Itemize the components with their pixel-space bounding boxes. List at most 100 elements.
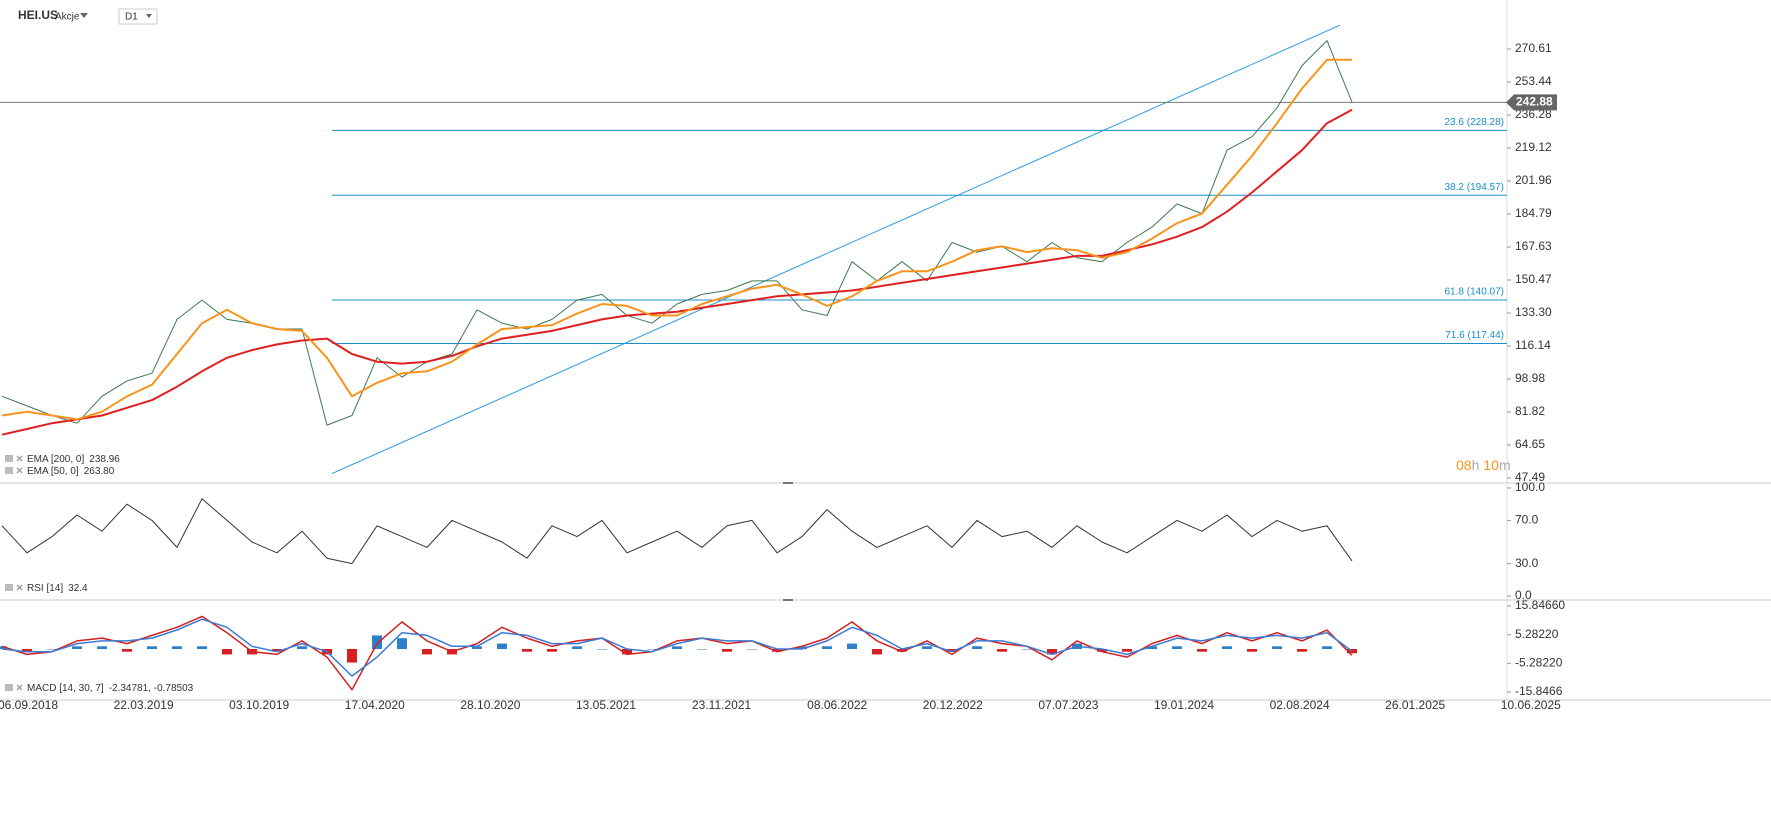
histogram-bar — [897, 648, 907, 652]
histogram-bar — [1222, 646, 1232, 649]
histogram-bar — [1172, 646, 1182, 649]
x-tick-label: 19.01.2024 — [1154, 698, 1214, 712]
market: Akcje — [55, 12, 80, 23]
legend-entry: EMA [200, 0] 238.96 — [27, 454, 120, 465]
y-tick-label: 0.0 — [1515, 588, 1532, 602]
histogram-bar — [1322, 646, 1332, 649]
legend-value: 238.96 — [89, 454, 120, 465]
symbol[interactable]: HEI.US — [18, 8, 58, 22]
histogram-bar — [1272, 646, 1282, 649]
legend-entry: EMA [50, 0] 263.80 — [27, 466, 115, 477]
series-line — [1, 40, 1353, 426]
countdown-m: m — [1499, 457, 1511, 473]
legend-remove — [16, 584, 23, 591]
histogram-bar — [972, 646, 982, 649]
countdown-hours: 08 — [1456, 457, 1472, 473]
legend-entry: MACD [14, 30, 7] -2.34781, -0.78503 — [27, 683, 194, 694]
histogram-bar — [772, 648, 782, 652]
histogram-bar — [497, 643, 507, 649]
histogram-bar — [872, 648, 882, 655]
x-tick-label: 17.04.2020 — [345, 698, 405, 712]
histogram-bar — [922, 646, 932, 649]
legend-value: -2.34781, -0.78503 — [109, 683, 194, 694]
legend-icon — [5, 455, 13, 462]
interval-dropdown[interactable] — [146, 14, 152, 18]
histogram-bar — [622, 648, 632, 655]
y-tick-label: 98.98 — [1515, 371, 1545, 385]
interval-select[interactable] — [118, 8, 158, 25]
trend-line — [331, 24, 1341, 475]
legend-remove — [16, 467, 23, 474]
series-line — [1, 498, 1353, 565]
histogram-bar — [1047, 648, 1057, 655]
histogram-bar — [1147, 646, 1157, 649]
series-line — [1, 615, 1353, 691]
legend-remove — [16, 455, 23, 462]
histogram-bar — [47, 648, 57, 650]
histogram-bar — [522, 648, 532, 652]
histogram-bar — [597, 648, 607, 650]
countdown: 08h 10m — [1456, 457, 1511, 473]
y-tick-label: 70.0 — [1515, 513, 1539, 527]
fib-label: 23.6 (228.28) — [1445, 117, 1505, 128]
countdown-h: h — [1472, 457, 1480, 473]
y-tick-label: 64.65 — [1515, 437, 1545, 451]
current-price-tag — [1506, 94, 1557, 111]
y-tick-label: -5.28220 — [1515, 655, 1563, 669]
x-tick-label: 20.12.2022 — [923, 698, 983, 712]
y-tick-label: 5.28220 — [1515, 627, 1559, 641]
x-tick-label: 02.08.2024 — [1270, 698, 1330, 712]
histogram-bar — [697, 648, 707, 650]
y-tick-label: 150.47 — [1515, 272, 1552, 286]
histogram-bar — [72, 646, 82, 649]
x-tick-label: 13.05.2021 — [576, 698, 636, 712]
series-line — [1, 108, 1353, 436]
x-tick-label: 10.06.2025 — [1501, 698, 1561, 712]
y-tick-label: 270.61 — [1515, 41, 1552, 55]
y-tick-label: 236.28 — [1515, 107, 1552, 121]
legend-value: 32.4 — [68, 583, 88, 594]
y-tick-label: 30.0 — [1515, 556, 1539, 570]
histogram-bar — [197, 646, 207, 649]
x-tick-label: 22.03.2019 — [114, 698, 174, 712]
legend-name: EMA [50, 0] — [27, 466, 79, 477]
histogram-bar — [1347, 648, 1357, 654]
histogram-bar — [822, 646, 832, 649]
histogram-bar — [1122, 648, 1132, 652]
fib-label: 71.6 (117.44) — [1445, 330, 1504, 341]
histogram-bar — [747, 648, 757, 650]
legend-name: MACD [14, 30, 7] — [27, 683, 104, 694]
symbol-dropdown[interactable] — [80, 13, 88, 18]
histogram-bar — [297, 646, 307, 649]
x-tick-label: 06.09.2018 — [0, 698, 58, 712]
x-tick-label: 08.06.2022 — [807, 698, 867, 712]
histogram-bar — [122, 648, 132, 652]
histogram-bar — [372, 635, 382, 649]
y-tick-label: 219.12 — [1515, 140, 1552, 154]
histogram-bar — [722, 648, 732, 652]
interval: D1 — [125, 12, 138, 23]
current-price-label: 242.88 — [1516, 95, 1553, 109]
y-tick-label: 116.14 — [1515, 338, 1551, 352]
x-tick-label: 26.01.2025 — [1385, 698, 1445, 712]
histogram-bar — [347, 648, 357, 663]
y-tick-label: 100.0 — [1515, 480, 1545, 494]
histogram-bar — [22, 648, 32, 652]
legend-icon — [5, 584, 13, 591]
histogram-bar — [997, 648, 1007, 652]
histogram-bar — [97, 646, 107, 649]
x-tick-label: 23.11.2021 — [692, 698, 751, 712]
y-tick-label: 133.30 — [1515, 305, 1552, 319]
histogram-bar — [472, 646, 482, 649]
countdown-minutes: 10 — [1483, 457, 1499, 473]
y-tick-label: 15.84660 — [1515, 598, 1565, 612]
legend-entry: RSI [14] 32.4 — [27, 583, 88, 594]
legend-name: EMA [200, 0] — [27, 454, 84, 465]
y-tick-label: -15.8466 — [1515, 684, 1563, 698]
histogram-bar — [222, 648, 232, 655]
histogram-bar — [147, 646, 157, 649]
y-tick-label: 167.63 — [1515, 239, 1552, 253]
y-tick-label: 201.96 — [1515, 173, 1552, 187]
